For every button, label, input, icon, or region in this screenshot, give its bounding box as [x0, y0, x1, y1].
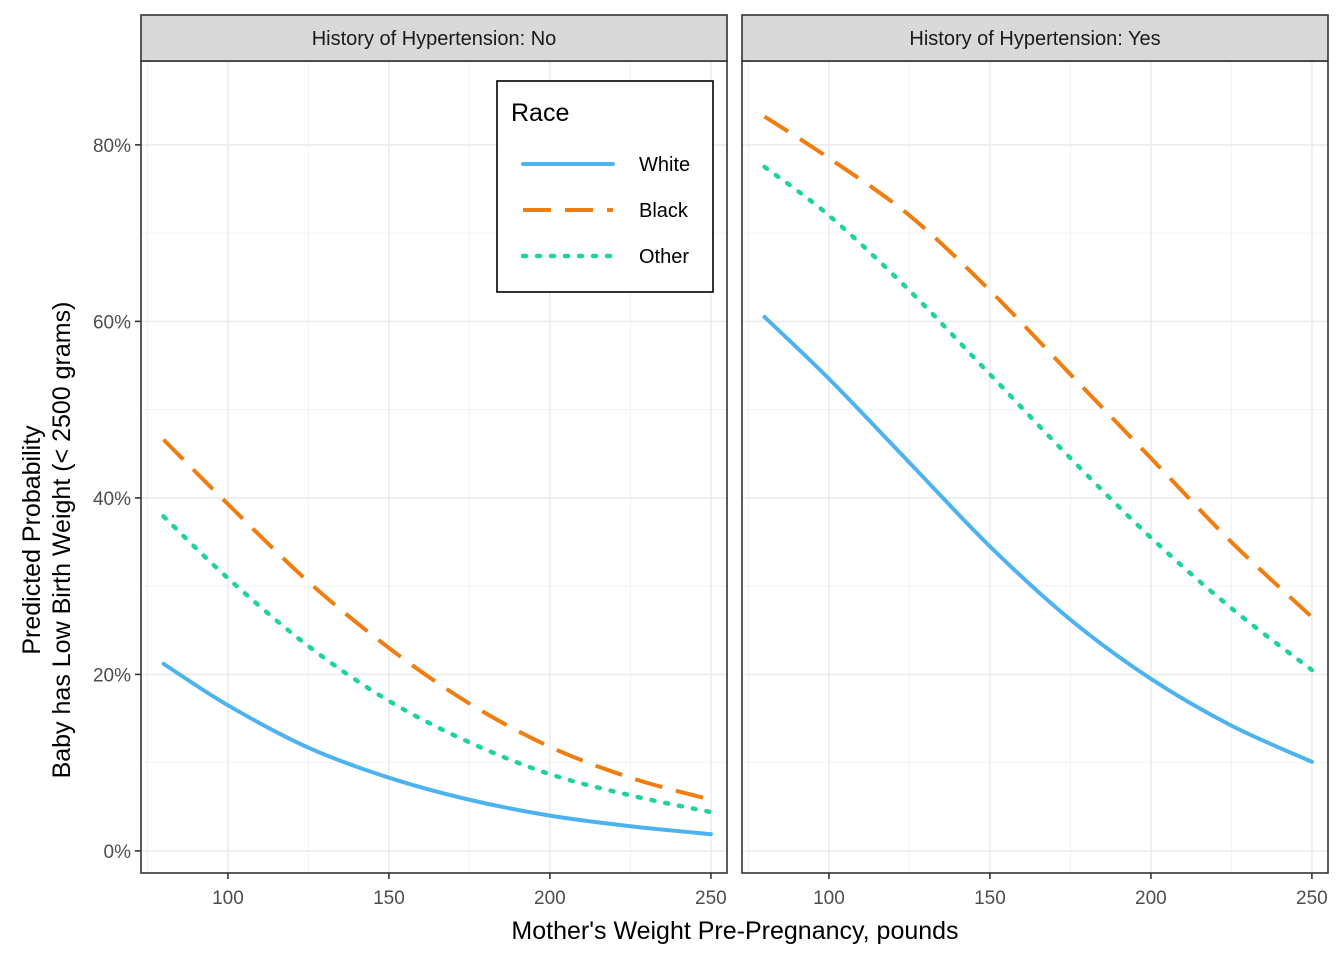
series-line-white [762, 314, 1314, 764]
x-tick-label: 250 [695, 888, 727, 909]
facet-strip [741, 14, 1329, 62]
series-line-other [161, 514, 714, 815]
y-tick-label: 0% [104, 842, 132, 863]
legend-label-black: Black [639, 200, 689, 222]
y-tick-label: 60% [93, 312, 131, 333]
series-line-black [763, 114, 1314, 619]
y-axis-title: Predicted Probability Baby has Low Birth… [18, 302, 76, 779]
series-line-other [762, 164, 1315, 673]
series-line-white [161, 661, 713, 837]
y-tick-label: 80% [93, 136, 131, 157]
facet-panel-2: History of Hypertension: Yes 100 150 200 250 [741, 14, 1329, 909]
x-tick-label: 150 [974, 888, 1006, 909]
x-tick-label: 200 [1135, 888, 1167, 909]
y-tick-label: 20% [93, 665, 131, 686]
legend-label-other: Other [639, 246, 689, 268]
x-tick-label: 250 [1296, 888, 1328, 909]
facet-strip-label: History of Hypertension: Yes [909, 28, 1160, 50]
series-group [762, 114, 1315, 764]
legend-label-white: White [639, 154, 690, 176]
x-tick-label: 100 [813, 888, 845, 909]
legend-title: Race [511, 99, 569, 127]
series-line-black [162, 438, 712, 802]
x-tick-label: 150 [373, 888, 405, 909]
panel-background [742, 61, 1328, 873]
x-axis-title: Mother's Weight Pre-Pregnancy, pounds [511, 917, 958, 945]
x-tick-label: 200 [534, 888, 566, 909]
facet-strip [140, 14, 728, 62]
facet-strip-label: History of Hypertension: No [312, 28, 557, 50]
y-axis-title-line-2: Baby has Low Birth Weight (< 2500 grams) [48, 302, 76, 779]
y-axis-title-line-1: Predicted Probability [18, 425, 46, 655]
series-group [161, 438, 714, 837]
y-tick-label: 40% [93, 489, 131, 510]
legend: Race White Black Other [496, 80, 714, 293]
x-tick-label: 100 [212, 888, 244, 909]
